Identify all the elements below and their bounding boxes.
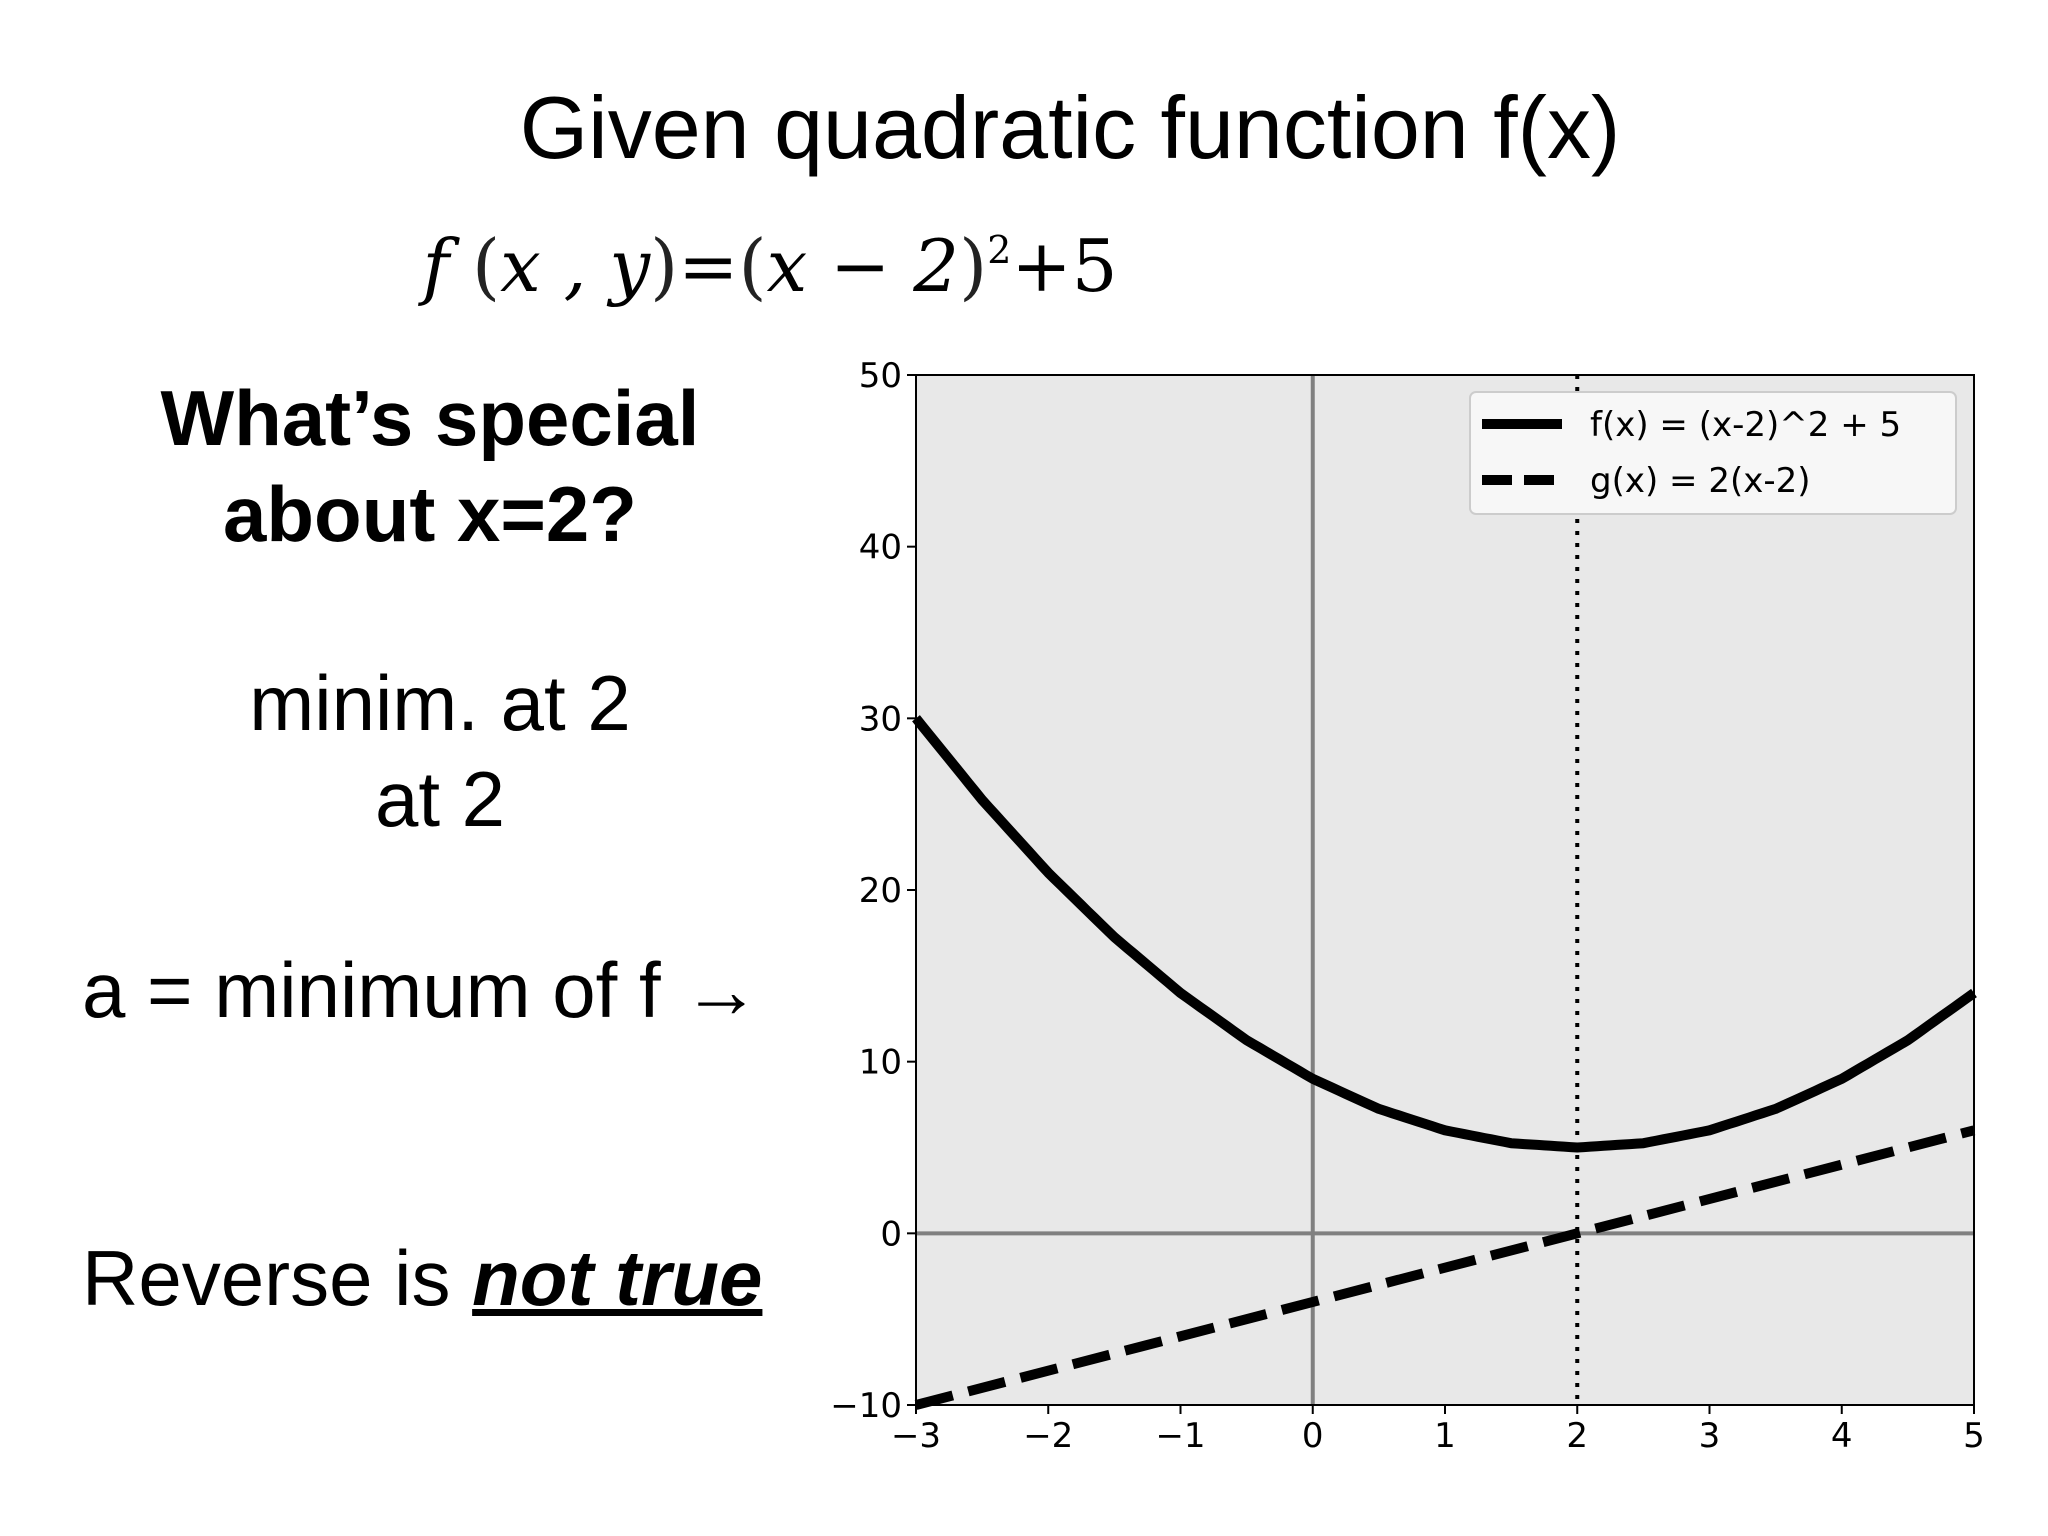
reference-lines bbox=[916, 375, 1974, 1405]
x-tick-label: −2 bbox=[1023, 1416, 1073, 1456]
formula-args: x , y bbox=[500, 224, 651, 308]
y-tick-label: 30 bbox=[859, 699, 902, 739]
formula-paren-close-2: ) bbox=[959, 224, 988, 308]
formula-tail: +5 bbox=[1011, 224, 1118, 308]
plot-area bbox=[916, 375, 1974, 1405]
y-tick-label: 20 bbox=[859, 871, 902, 911]
y-tick-label: 50 bbox=[859, 356, 902, 396]
formula: f (x , y)=(x − 2)2+5 bbox=[0, 205, 1540, 311]
x-tick-label: −1 bbox=[1155, 1416, 1205, 1456]
question-line-2: about x=2? bbox=[223, 470, 637, 558]
reverse-emphasis: not true bbox=[472, 1234, 763, 1322]
x-tick-label: 5 bbox=[1963, 1416, 1985, 1456]
series-line-1 bbox=[912, 715, 1977, 1153]
minimum-statement: a = minimum of f → bbox=[82, 946, 761, 1034]
formula-equals: = bbox=[678, 224, 739, 308]
legend-box bbox=[1469, 391, 1957, 515]
formula-paren-open: ( bbox=[472, 224, 501, 308]
formula-base: x − 2 bbox=[766, 224, 960, 308]
series-layer bbox=[912, 715, 1977, 1410]
note-block: minim. at 2 at 2 bbox=[130, 655, 750, 847]
chart-container: −3 −2 −1 0 1 2 3 4 5 −10 0 10 20 30 40 50 f(x) = (x-2)^… bbox=[800, 340, 2020, 1470]
y-tick-label: −10 bbox=[830, 1386, 902, 1426]
reverse-prefix: Reverse is bbox=[82, 1234, 473, 1322]
note-line-1: minim. at 2 bbox=[249, 659, 631, 747]
formula-paren-close: ) bbox=[650, 224, 679, 308]
question-text: What’s special about x=2? bbox=[110, 370, 750, 562]
note-line-2: at 2 bbox=[374, 755, 506, 843]
x-tick-label: 2 bbox=[1566, 1416, 1588, 1456]
x-tick-label: 4 bbox=[1831, 1416, 1853, 1456]
x-tick-label: 3 bbox=[1699, 1416, 1721, 1456]
slide-title: Given quadratic function f(x) bbox=[519, 78, 1621, 177]
question-line-1: What’s special bbox=[160, 374, 700, 462]
y-tick-label: 40 bbox=[859, 528, 902, 568]
x-tick-label: 0 bbox=[1302, 1416, 1324, 1456]
formula-paren-open-2: ( bbox=[738, 224, 767, 308]
series-line-2 bbox=[914, 1125, 1976, 1410]
y-tick-label: 0 bbox=[880, 1214, 902, 1254]
legend-label-1: f(x) = (x-2)^2 + 5 bbox=[1590, 405, 1901, 445]
legend: f(x) = (x-2)^2 + 5 g(x) = 2(x-2) bbox=[1469, 391, 1957, 515]
x-tick-label: −3 bbox=[891, 1416, 941, 1456]
formula-exponent: 2 bbox=[987, 228, 1012, 272]
reverse-statement: Reverse is not true bbox=[82, 1230, 762, 1326]
legend-label-2: g(x) = 2(x-2) bbox=[1590, 461, 1811, 501]
x-tick-label: 1 bbox=[1434, 1416, 1456, 1456]
y-tick-label: 10 bbox=[859, 1043, 902, 1083]
formula-func: f bbox=[422, 224, 450, 308]
